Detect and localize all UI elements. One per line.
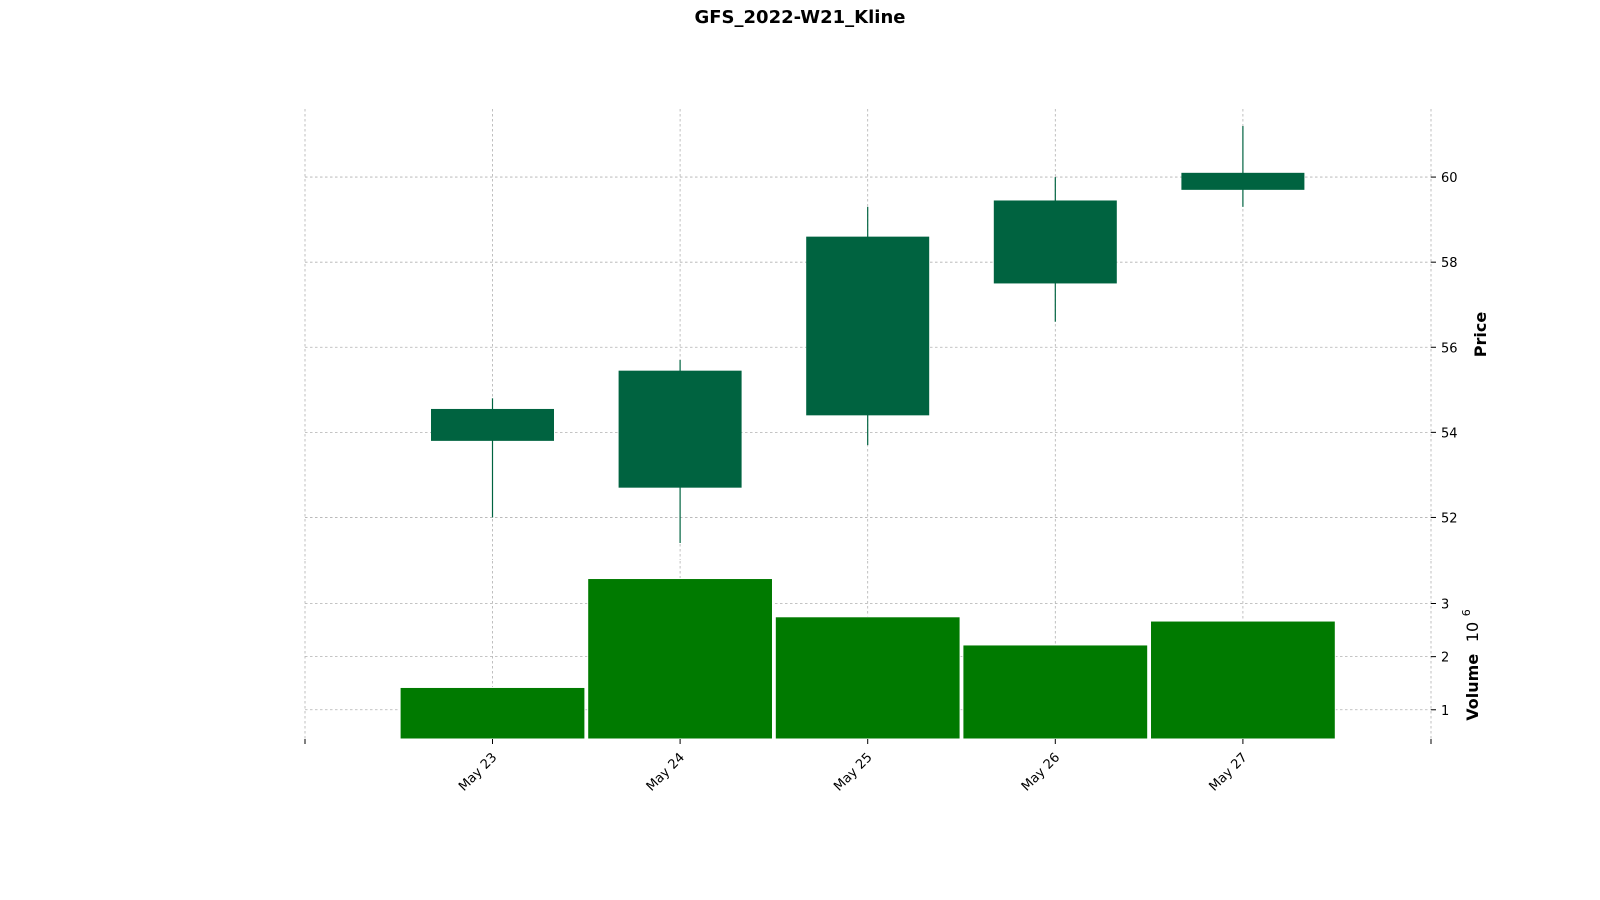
x-tick-label: May 27 xyxy=(1206,750,1250,794)
volume-bar xyxy=(399,686,586,740)
volume-bar xyxy=(587,578,773,740)
candle-body xyxy=(1181,172,1305,190)
volume-tick-label: 1 xyxy=(1441,704,1449,719)
candle-body xyxy=(806,236,930,416)
price-tick-label: 54 xyxy=(1441,426,1458,441)
candle-body xyxy=(431,408,554,441)
volume-bar xyxy=(962,644,1149,740)
volume-layer xyxy=(399,578,1336,740)
volume-exponent-base: 10 xyxy=(1463,622,1482,642)
volume-axis-label: Volume 10 6 xyxy=(1460,609,1482,720)
candle-body xyxy=(618,370,742,488)
volume-axis-label-text: Volume xyxy=(1463,654,1482,721)
volume-bar xyxy=(774,616,961,740)
volume-exponent-power: 6 xyxy=(1460,609,1473,616)
x-tick-label: May 24 xyxy=(644,750,688,794)
volume-tick-label: 2 xyxy=(1441,651,1449,666)
volume-tick-label: 3 xyxy=(1441,598,1449,613)
price-tick-label: 58 xyxy=(1441,256,1458,271)
x-tick-label: May 26 xyxy=(1019,750,1063,794)
price-axis-label: Price xyxy=(1471,312,1490,358)
chart-title: GFS_2022-W21_Kline xyxy=(694,7,905,28)
price-tick-label: 52 xyxy=(1441,511,1458,526)
candle-body xyxy=(993,200,1117,284)
price-tick-label: 60 xyxy=(1441,171,1458,186)
x-tick-label: May 25 xyxy=(831,750,875,794)
volume-bar xyxy=(1150,620,1336,740)
candle-layer xyxy=(431,126,1305,543)
x-tick-label: May 23 xyxy=(456,750,500,794)
price-tick-label: 56 xyxy=(1441,341,1458,356)
